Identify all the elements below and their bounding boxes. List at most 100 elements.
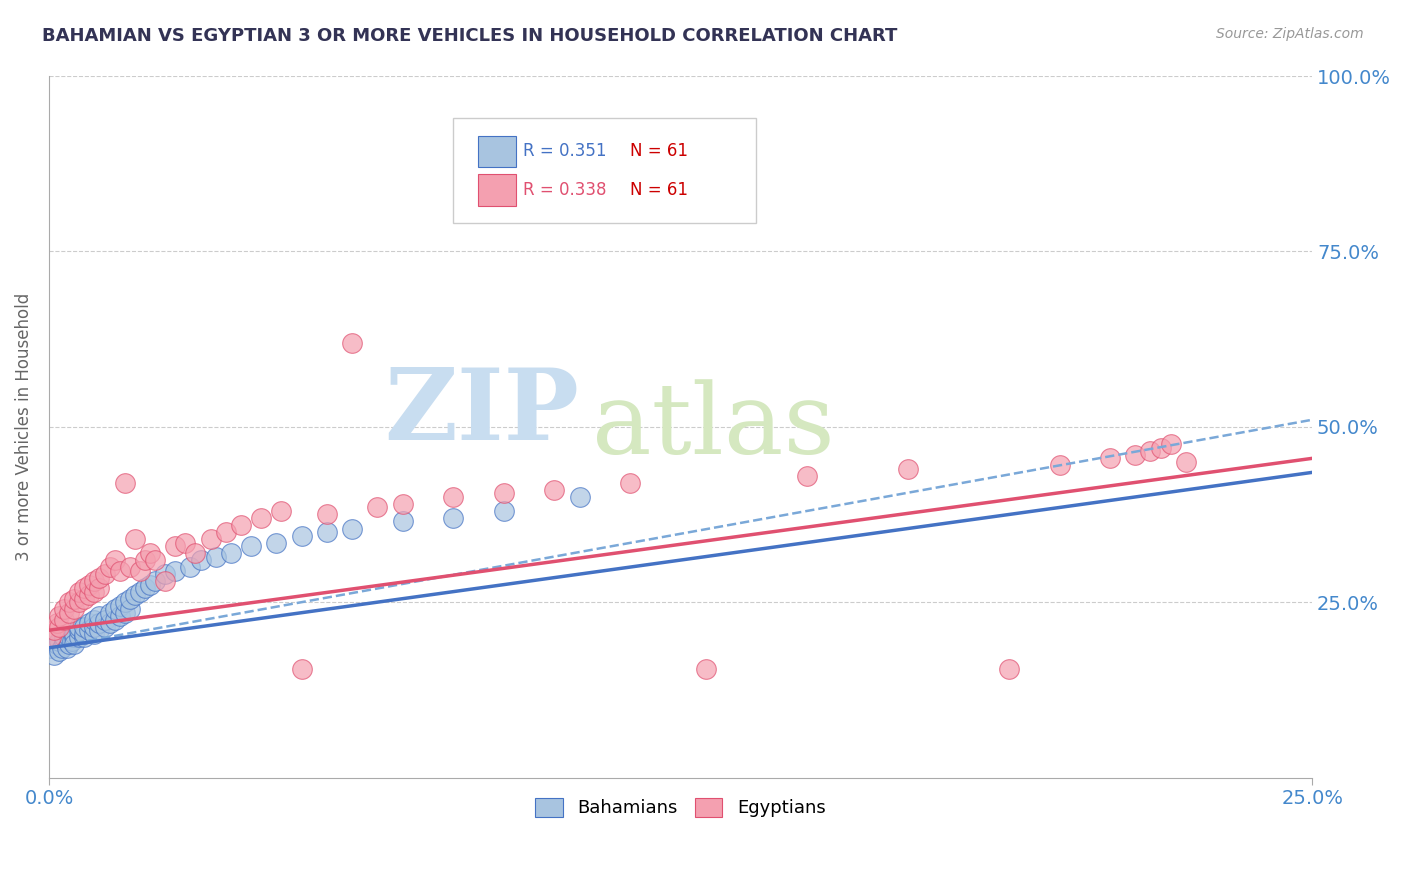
Point [58, 595, 80, 609]
Text: BAHAMIAN VS EGYPTIAN 3 OR MORE VEHICLES IN HOUSEHOLD CORRELATION CHART: BAHAMIAN VS EGYPTIAN 3 OR MORE VEHICLES … [42, 27, 897, 45]
Point [79, 616, 101, 631]
Text: atlas: atlas [592, 379, 835, 475]
Point [83, 574, 105, 588]
Point [204, 549, 226, 564]
Text: Source: ZipAtlas.com: Source: ZipAtlas.com [1216, 27, 1364, 41]
Point [67, 620, 90, 634]
Point [796, 469, 818, 483]
Point [174, 535, 197, 549]
Point [143, 574, 166, 588]
Point [1160, 437, 1182, 451]
Point [153, 574, 176, 588]
Point [67, 630, 90, 644]
Point [67, 595, 90, 609]
Point [48, 609, 70, 624]
Text: ZIP: ZIP [385, 364, 579, 461]
Point [139, 577, 162, 591]
Point [114, 475, 136, 490]
Point [79, 588, 101, 602]
Point [291, 662, 314, 676]
Point [83, 613, 105, 627]
Point [58, 606, 80, 620]
Point [48, 620, 70, 634]
Point [63, 602, 86, 616]
Point [129, 564, 152, 578]
Point [184, 546, 207, 560]
Point [998, 662, 1021, 676]
Point [98, 616, 121, 631]
Point [165, 539, 187, 553]
Point [73, 620, 96, 634]
Point [118, 560, 141, 574]
Point [124, 588, 146, 602]
Point [240, 539, 263, 553]
Point [340, 522, 363, 536]
Point [58, 630, 80, 644]
Point [1098, 451, 1121, 466]
Point [67, 624, 90, 638]
Point [695, 662, 717, 676]
Point [42, 624, 65, 638]
Point [139, 546, 162, 560]
Point [41, 630, 63, 644]
Point [153, 567, 176, 582]
Point [270, 504, 292, 518]
Legend: Bahamians, Egyptians: Bahamians, Egyptians [529, 791, 832, 825]
Point [79, 624, 101, 638]
Point [1049, 458, 1071, 473]
Point [89, 609, 111, 624]
Point [266, 535, 288, 549]
Point [89, 571, 111, 585]
Point [143, 553, 166, 567]
Point [93, 567, 115, 582]
Y-axis label: 3 or more Vehicles in Household: 3 or more Vehicles in Household [15, 293, 32, 561]
Point [543, 483, 565, 497]
Point [53, 602, 76, 616]
Point [340, 335, 363, 350]
Point [291, 528, 314, 542]
Point [619, 475, 641, 490]
Point [492, 504, 515, 518]
Point [73, 581, 96, 595]
Point [108, 609, 131, 624]
Point [108, 599, 131, 613]
Point [108, 564, 131, 578]
Point [897, 462, 920, 476]
Point [124, 532, 146, 546]
Point [104, 613, 127, 627]
Point [441, 511, 464, 525]
Point [1174, 455, 1197, 469]
Point [51, 640, 73, 655]
Point [104, 602, 127, 616]
Point [1139, 444, 1161, 458]
Point [89, 616, 111, 631]
Point [129, 584, 152, 599]
Point [83, 620, 105, 634]
Point [315, 508, 337, 522]
Bar [478, 136, 516, 167]
Point [63, 591, 86, 606]
Point [229, 518, 252, 533]
Point [67, 584, 90, 599]
Point [568, 490, 591, 504]
Point [53, 630, 76, 644]
Point [315, 524, 337, 539]
Point [89, 581, 111, 595]
Point [55, 640, 77, 655]
Point [63, 637, 86, 651]
Point [118, 591, 141, 606]
Point [93, 620, 115, 634]
Point [118, 602, 141, 616]
Point [179, 560, 201, 574]
Point [45, 616, 67, 631]
Point [200, 532, 222, 546]
Point [114, 595, 136, 609]
Point [60, 633, 83, 648]
Point [215, 524, 238, 539]
Point [73, 591, 96, 606]
Point [114, 606, 136, 620]
Point [1123, 448, 1146, 462]
Point [73, 626, 96, 640]
Text: N = 61: N = 61 [630, 142, 688, 160]
Point [63, 630, 86, 644]
